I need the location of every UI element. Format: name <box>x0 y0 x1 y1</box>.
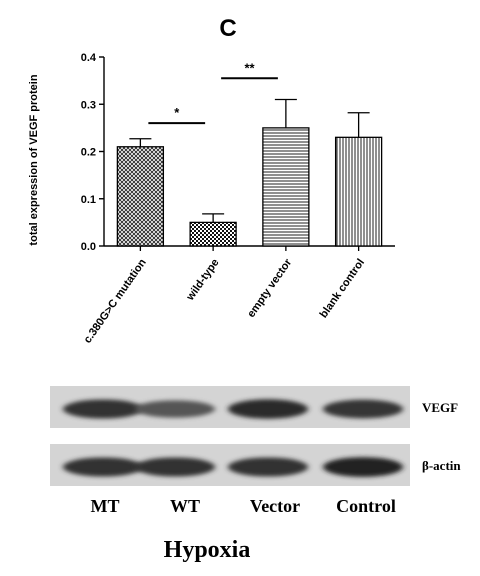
lane-label: WT <box>170 496 200 516</box>
y-tick-label: 0.1 <box>81 194 96 206</box>
y-tick-label: 0.0 <box>81 241 96 253</box>
bar-chart: C total expression of VEGF protein 0.00.… <box>28 15 395 346</box>
band-label: β-actin <box>422 458 461 473</box>
blot-band <box>323 399 403 419</box>
lane-label: Vector <box>250 496 300 516</box>
blot-band <box>228 457 308 477</box>
significance-markers: *** <box>148 60 278 125</box>
condition-label: Hypoxia <box>164 537 251 563</box>
lane-label: MT <box>91 496 120 516</box>
x-tick-label: wild-type <box>184 257 222 304</box>
x-tick-label: empty vector <box>245 256 295 320</box>
x-tick-label: blank control <box>318 257 367 320</box>
y-tick-label: 0.2 <box>81 147 96 159</box>
x-tick-label: c.380G>C mutation <box>82 257 149 346</box>
axis-ticks: 0.0 0.1 0.2 0.3 0.4 <box>81 52 104 253</box>
blot-band <box>135 457 215 477</box>
band-label: VEGF <box>422 400 458 415</box>
category-labels: c.380G>C mutation wild-type empty vector bl… <box>82 246 367 346</box>
significance-label: ** <box>244 60 255 75</box>
y-tick-label: 0.3 <box>81 99 96 111</box>
significance-label: * <box>174 105 180 120</box>
western-blot: VEGF β-actin MT WT Vector Control Hypoxia <box>50 386 461 563</box>
blot-band <box>63 399 143 419</box>
lane-labels: MT WT Vector Control <box>91 496 396 516</box>
y-tick-label: 0.4 <box>81 52 97 64</box>
bars <box>116 98 383 247</box>
bar-2 <box>189 221 237 247</box>
lane-label: Control <box>336 496 396 516</box>
y-axis-label: total expression of VEGF protein <box>28 74 40 245</box>
blot-band <box>135 400 215 418</box>
bar-4 <box>334 136 383 247</box>
blot-band <box>63 457 143 477</box>
bar-1 <box>116 146 165 247</box>
western-blot-panel: VEGF β-actin MT WT Vector Control Hypoxia <box>0 370 480 571</box>
blot-band <box>323 457 403 477</box>
blot-strips: VEGF β-actin <box>50 386 461 486</box>
blot-band <box>228 399 308 419</box>
panel-label: C <box>219 15 236 42</box>
bar-3 <box>262 127 310 247</box>
